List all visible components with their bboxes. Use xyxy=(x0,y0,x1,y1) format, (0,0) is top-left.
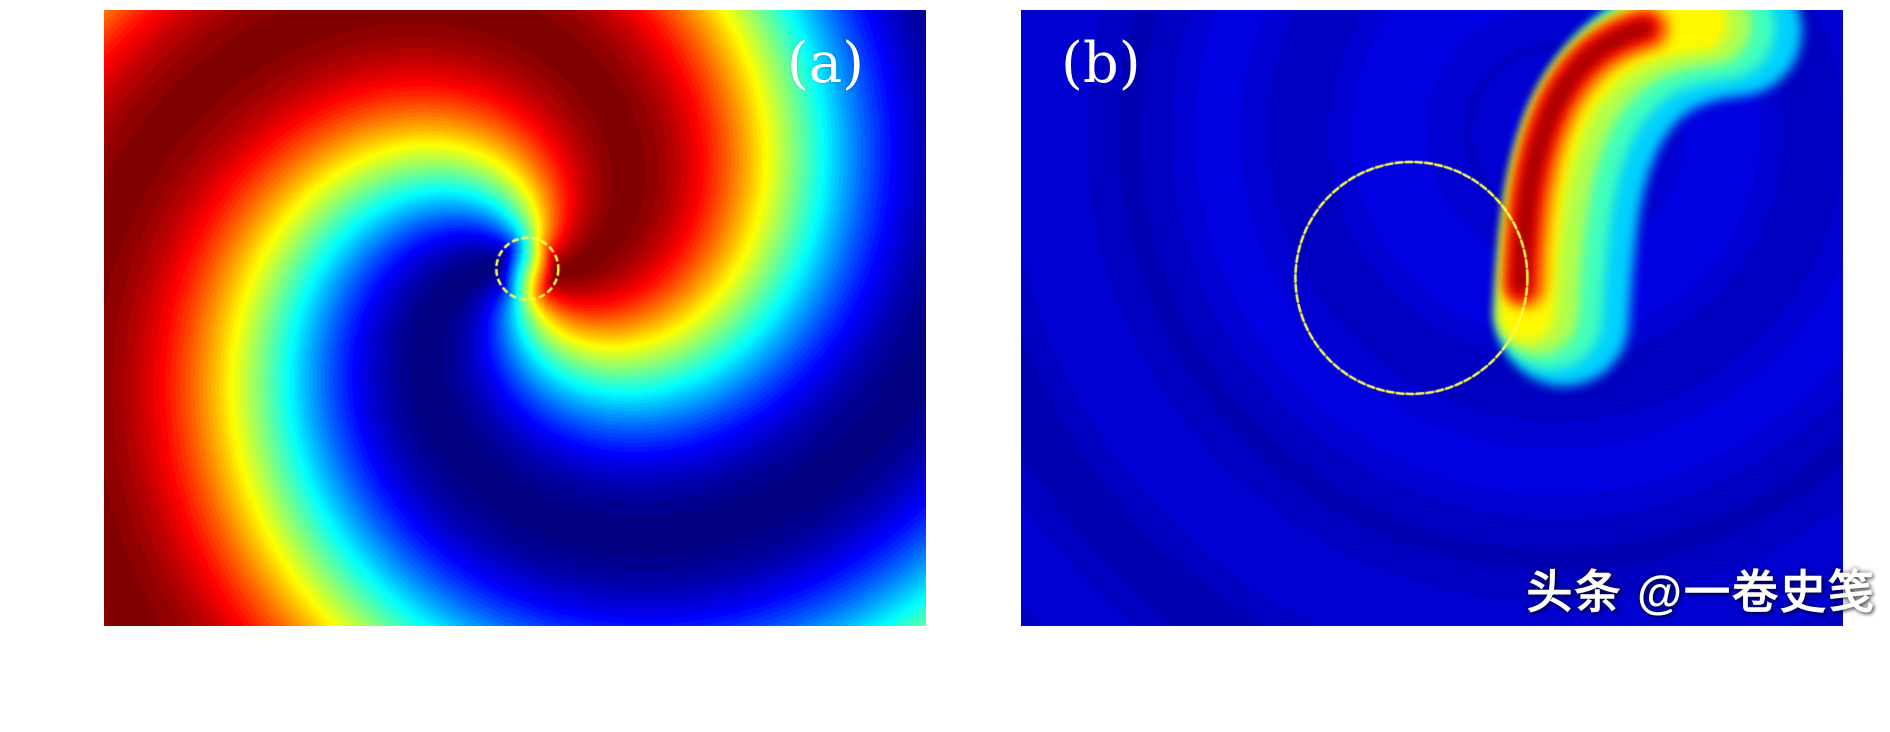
panel-label-b: (b) xyxy=(1061,31,1141,96)
wave-segment-field-b xyxy=(1021,10,1843,626)
panel-a: (a) xyxy=(104,10,926,626)
panel-b: (b) xyxy=(1021,10,1843,626)
panel-label-a: (a) xyxy=(786,31,864,96)
spiral-wave-field-a xyxy=(104,10,926,626)
watermark: 头条 @一卷史笺 xyxy=(1526,556,1876,622)
watermark-text: 头条 @一卷史笺 xyxy=(1526,566,1876,618)
